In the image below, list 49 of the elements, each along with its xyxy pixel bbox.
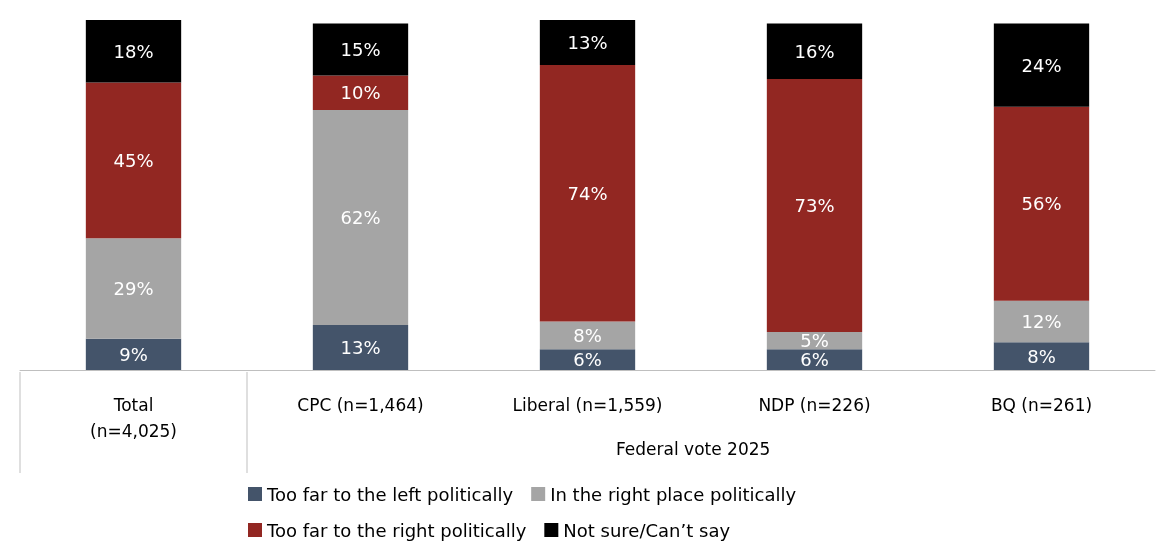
bar <box>312 75 409 111</box>
data-label: 8% <box>1027 345 1056 367</box>
data-label: 5% <box>800 330 829 352</box>
bar <box>539 349 636 370</box>
legend-label: In the right place politically <box>550 483 797 505</box>
bar <box>539 65 636 322</box>
bar <box>539 321 636 350</box>
x-tick-label: CPC (n=1,464) <box>297 395 424 415</box>
bar <box>312 110 409 325</box>
bar <box>85 82 182 239</box>
bar <box>993 106 1090 301</box>
legend-label: Too far to the left politically <box>266 483 514 505</box>
bar <box>766 78 863 332</box>
data-label: 16% <box>794 40 835 62</box>
data-label: 12% <box>1021 310 1062 332</box>
bar <box>312 23 409 76</box>
bar <box>766 23 863 79</box>
data-label: 62% <box>340 207 381 229</box>
data-label: 29% <box>113 278 154 300</box>
x-tick-label: Total (n=4,025) <box>90 395 177 441</box>
data-label: 6% <box>800 349 829 371</box>
data-label: 45% <box>113 149 154 171</box>
bar <box>993 300 1090 343</box>
bar <box>766 349 863 370</box>
data-label: 8% <box>573 324 602 346</box>
bar <box>993 342 1090 370</box>
x-tick-label: NDP (n=226) <box>758 395 871 415</box>
data-label: 6% <box>573 349 602 371</box>
data-label: 9% <box>119 343 148 365</box>
data-label: 15% <box>340 38 381 60</box>
x-axis-title: Federal vote 2025 <box>616 438 771 459</box>
data-label: 13% <box>340 336 381 358</box>
x-tick-label: Liberal (n=1,559) <box>512 395 663 415</box>
bar <box>85 20 182 83</box>
legend-label: Too far to the right politically <box>266 519 527 541</box>
legend-label: Not sure/Can’t say <box>563 519 731 541</box>
data-label: 74% <box>567 182 608 204</box>
x-tick-label: BQ (n=261) <box>990 395 1093 415</box>
bar <box>312 324 409 370</box>
data-label: 73% <box>794 194 835 216</box>
data-label: 56% <box>1021 193 1062 215</box>
data-label: 18% <box>113 40 154 62</box>
data-label: 13% <box>567 32 608 54</box>
data-label: 10% <box>340 82 381 104</box>
bar <box>85 238 182 339</box>
bar <box>85 338 182 370</box>
bar <box>539 20 636 66</box>
bar <box>993 23 1090 107</box>
data-label: 24% <box>1021 54 1062 76</box>
